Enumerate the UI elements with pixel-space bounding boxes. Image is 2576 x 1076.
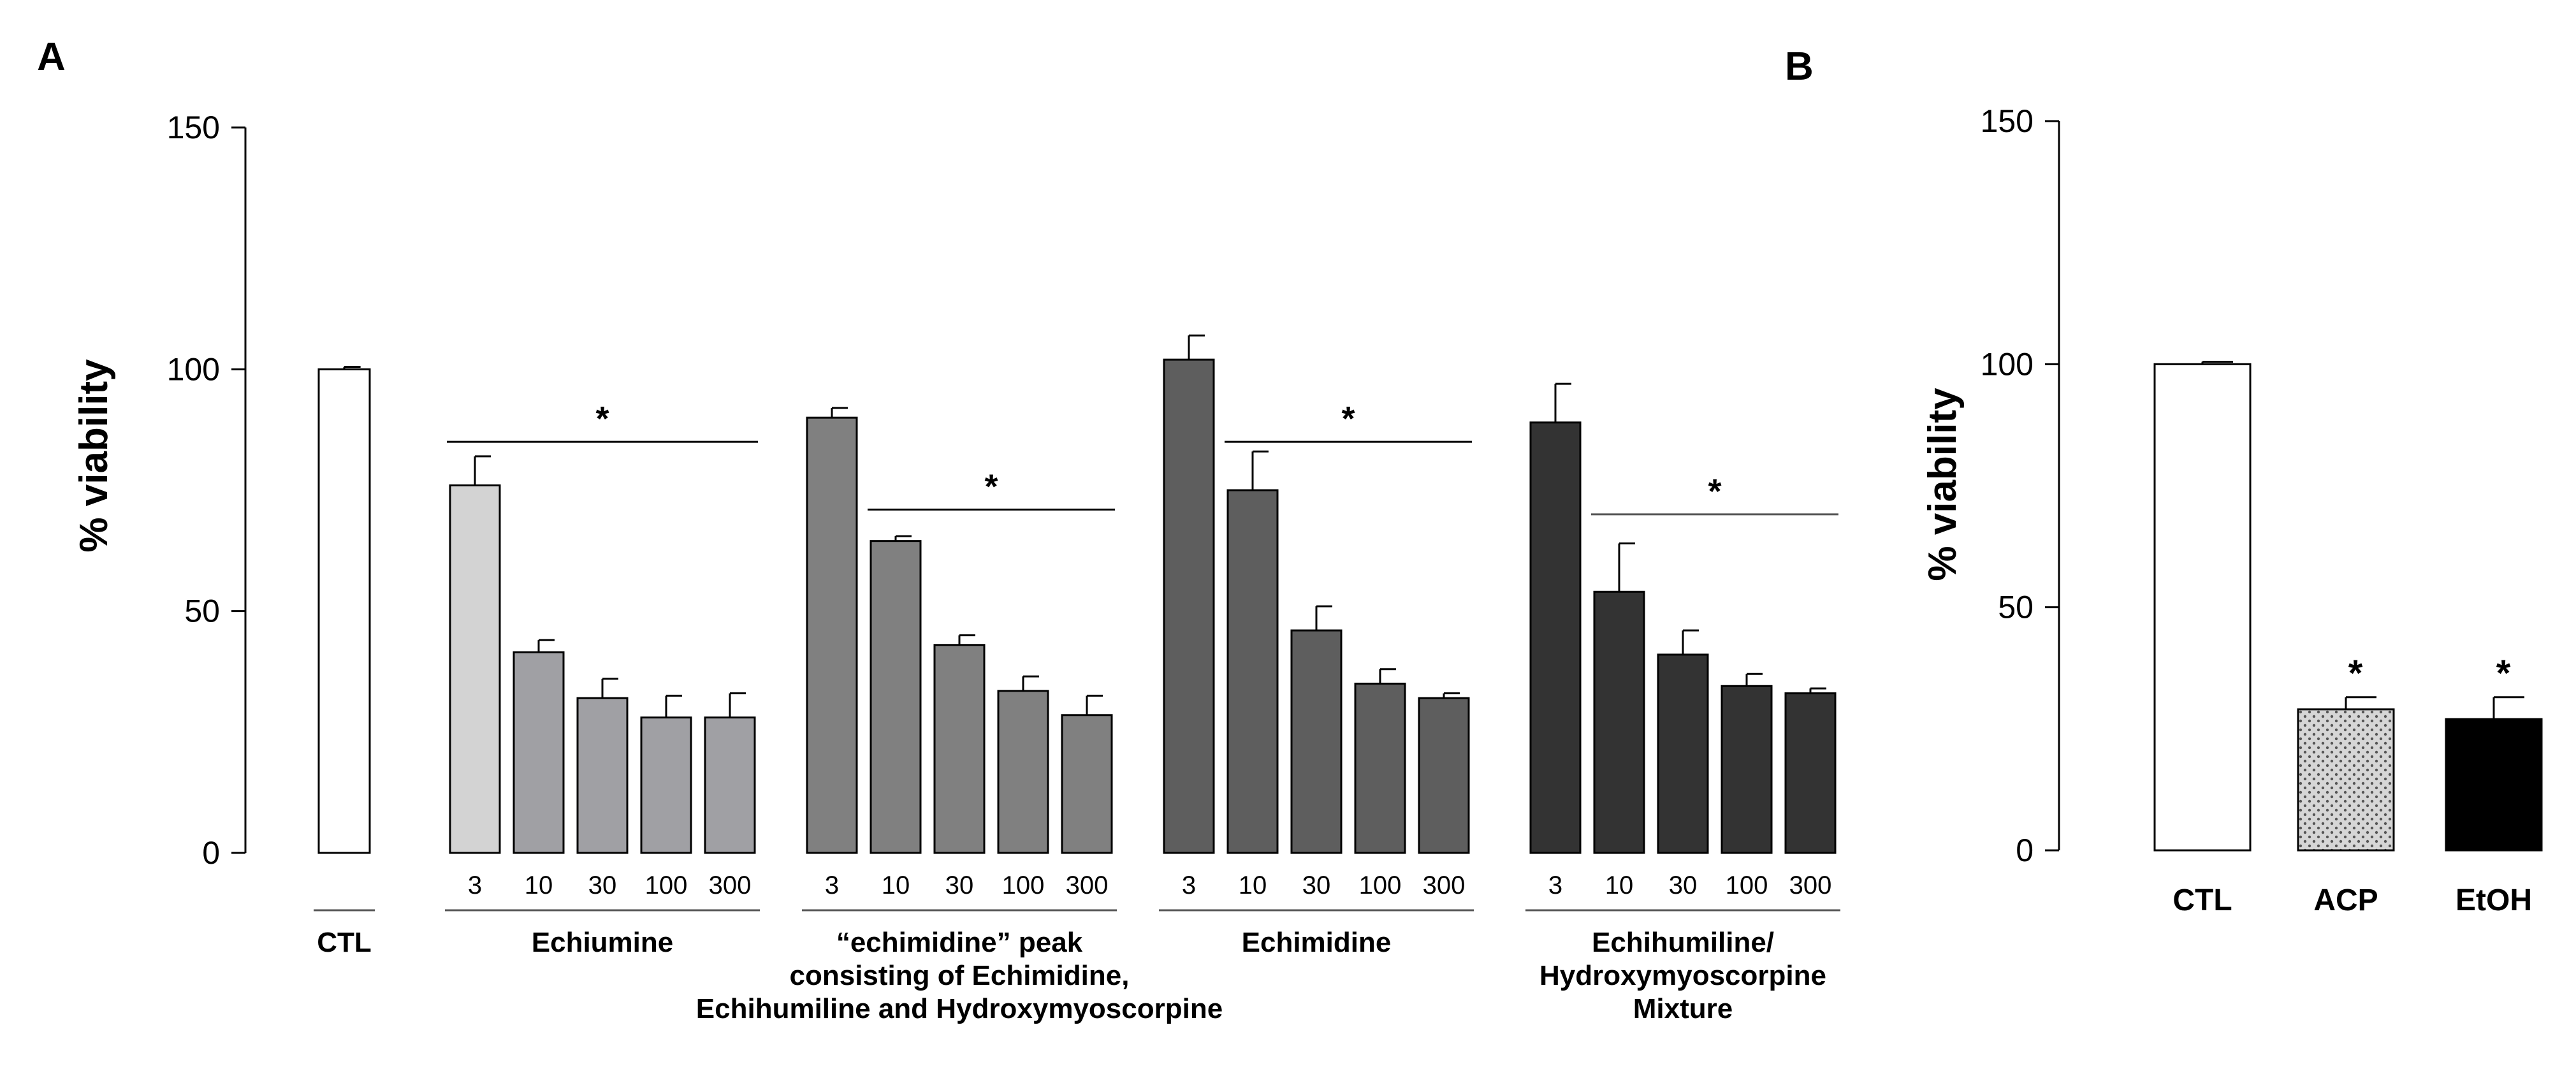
group-label-line: consisting of Echimidine, bbox=[790, 960, 1130, 991]
bar bbox=[997, 690, 1049, 854]
bar bbox=[449, 484, 501, 854]
x-tick-label: 300 bbox=[709, 871, 752, 899]
x-tick-label: 30 bbox=[1302, 871, 1331, 899]
group-label: Echihumiline/Hydroxymyoscorpine Mixture bbox=[1539, 927, 1826, 1024]
group-label-line: Echimidine bbox=[1242, 927, 1392, 958]
significance-star: * bbox=[595, 400, 609, 438]
x-tick-label: 3 bbox=[825, 871, 839, 899]
group-label: Echimidine bbox=[1242, 927, 1392, 958]
x-tick-label: 300 bbox=[1789, 871, 1832, 899]
bar bbox=[513, 651, 565, 854]
x-tick-label: 3 bbox=[1548, 871, 1562, 899]
x-tick-label: 10 bbox=[525, 871, 553, 899]
bar-group: 3 10 30 100 300 Echimidine * bbox=[1159, 334, 1474, 958]
bar bbox=[806, 416, 858, 854]
group-label-line: Echiumine bbox=[532, 927, 674, 958]
x-tick-label: 10 bbox=[882, 871, 910, 899]
bar bbox=[1593, 590, 1645, 854]
y-tick-label: 0 bbox=[202, 835, 220, 871]
bar-group: 3 10 30 100 300 “echimidine” peak consisting o… bbox=[696, 407, 1223, 1024]
x-tick-label: 30 bbox=[1669, 871, 1698, 899]
x-tick-label: 3 bbox=[468, 871, 482, 899]
x-tick-label: ACP bbox=[2313, 883, 2378, 917]
panel-a: A % viability 0 50 100 150 CTL 3 10 30 100 300 Ec… bbox=[37, 35, 1840, 1024]
panel-b-label: B bbox=[1785, 45, 1814, 89]
panel-a-y-axis-label: % viability bbox=[72, 359, 116, 553]
significance-star: * bbox=[1708, 472, 1721, 511]
bar bbox=[870, 540, 922, 854]
y-tick-label: 150 bbox=[167, 110, 220, 145]
bar bbox=[1418, 697, 1470, 854]
group-label-line: Echihumiline/ bbox=[1592, 927, 1774, 958]
y-tick-label: 50 bbox=[184, 593, 220, 629]
y-tick-label: 100 bbox=[1981, 346, 2034, 382]
bar bbox=[576, 697, 629, 854]
significance-star: * bbox=[2496, 653, 2511, 694]
x-tick-label: 10 bbox=[1239, 871, 1267, 899]
bar bbox=[704, 716, 756, 854]
y-tick-label: 50 bbox=[1998, 590, 2034, 625]
y-tick-label: 100 bbox=[167, 351, 220, 387]
x-tick-label: 100 bbox=[1359, 871, 1402, 899]
bar bbox=[1163, 358, 1215, 854]
group-label: Echiumine bbox=[532, 927, 674, 958]
significance-star: * bbox=[1341, 400, 1355, 438]
panel-b-y-axis-label: % viability bbox=[1921, 388, 1965, 581]
bar bbox=[640, 716, 692, 854]
significance-star: * bbox=[2348, 653, 2363, 694]
group-label-line: “echimidine” peak bbox=[836, 927, 1083, 958]
panel-b-y-axis: 0 50 100 150 bbox=[1981, 103, 2060, 868]
bar bbox=[1657, 653, 1709, 854]
bar-group: 3 10 30 100 300 Echiumine * bbox=[445, 400, 760, 958]
panel-a-y-axis: 0 50 100 150 bbox=[167, 110, 247, 871]
x-tick-label: 10 bbox=[1605, 871, 1634, 899]
group-label: “echimidine” peak consisting of Echimidin… bbox=[696, 927, 1223, 1024]
bar bbox=[1290, 629, 1343, 854]
bar bbox=[1721, 685, 1773, 854]
bar bbox=[1784, 692, 1837, 854]
x-tick-label: 300 bbox=[1423, 871, 1466, 899]
bar bbox=[1226, 489, 1279, 854]
group-label: CTL bbox=[317, 927, 372, 958]
bar-group: 3 10 30 100 300 Echihumiline/Hydroxymyoscorpi… bbox=[1525, 382, 1840, 1024]
bar bbox=[933, 644, 986, 854]
bar-group: CTL bbox=[314, 366, 375, 958]
x-tick-label: CTL bbox=[2172, 883, 2232, 917]
bar bbox=[2153, 363, 2252, 852]
group-label-line: Hydroxymyoscorpine bbox=[1539, 960, 1826, 991]
x-tick-label: EtOH bbox=[2456, 883, 2532, 917]
x-tick-label: 30 bbox=[945, 871, 974, 899]
group-label-line: Mixture bbox=[1633, 993, 1733, 1024]
x-tick-label: 100 bbox=[645, 871, 688, 899]
x-tick-label: 300 bbox=[1066, 871, 1109, 899]
bar bbox=[1061, 714, 1113, 854]
panel-a-bars: CTL 3 10 30 100 300 Echiumine * 3 10 30 100 300 “echi… bbox=[314, 334, 1840, 1024]
y-tick-label: 0 bbox=[2016, 832, 2034, 868]
bar bbox=[317, 368, 371, 854]
x-tick-label: 100 bbox=[1726, 871, 1768, 899]
panel-a-label: A bbox=[37, 35, 66, 79]
bar bbox=[2445, 718, 2543, 852]
panel-b: B % viability 0 50 100 150 CTL ACP * EtOH * bbox=[1785, 45, 2543, 917]
y-tick-label: 150 bbox=[1981, 103, 2034, 139]
bar bbox=[2297, 708, 2395, 852]
significance-star: * bbox=[984, 467, 998, 505]
x-tick-label: 3 bbox=[1182, 871, 1196, 899]
group-label-line: CTL bbox=[317, 927, 372, 958]
bar bbox=[1529, 421, 1582, 854]
group-label-line: Echihumiline and Hydroxymyoscorpine bbox=[696, 993, 1223, 1024]
bar bbox=[1354, 682, 1406, 854]
x-tick-label: 30 bbox=[588, 871, 617, 899]
x-tick-label: 100 bbox=[1002, 871, 1045, 899]
panel-b-bars: CTL ACP * EtOH * bbox=[2153, 361, 2543, 917]
